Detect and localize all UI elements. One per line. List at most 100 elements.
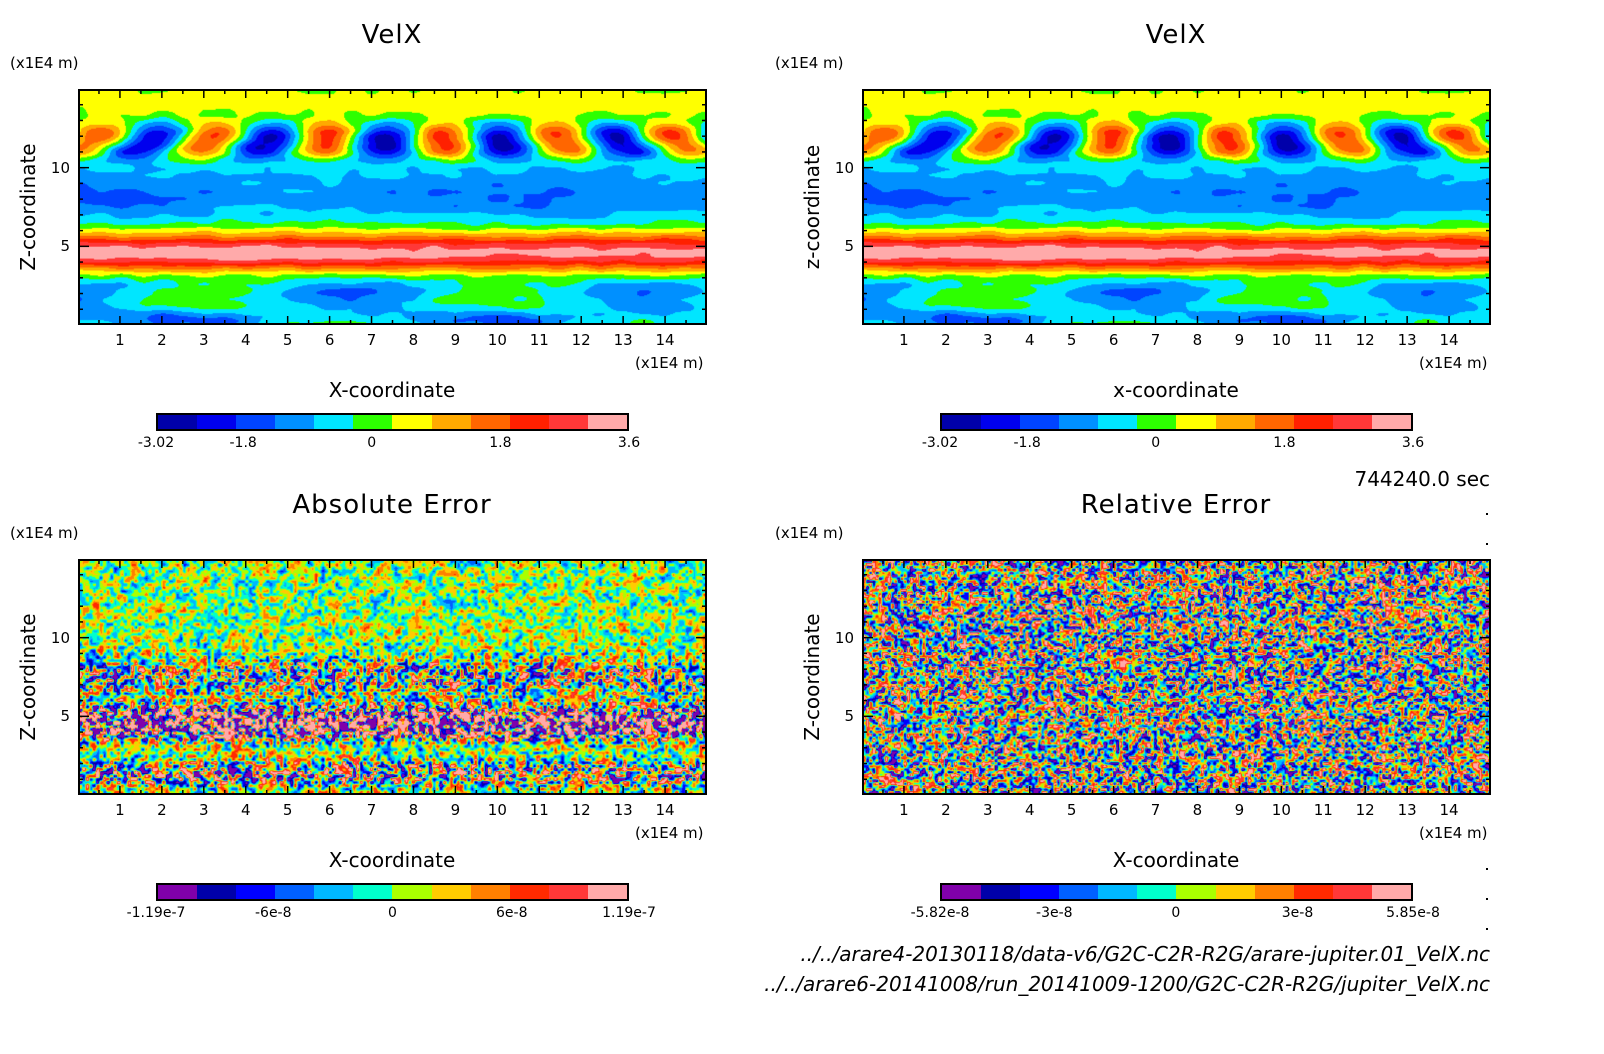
- colorbar-tick-label: 0: [1171, 905, 1181, 921]
- y-tick-label: 10: [834, 628, 854, 647]
- y-tick-label: 10: [50, 628, 70, 647]
- colorbar-segment: [431, 415, 471, 429]
- colorbar: [940, 883, 1413, 901]
- panel-title: Absolute Error: [292, 490, 492, 520]
- y-axis-label: Z-coordinate: [800, 613, 824, 741]
- colorbar: [940, 413, 1413, 431]
- x-tick-label: 3: [199, 801, 209, 819]
- axis-ticks: [78, 89, 707, 325]
- x-tick-label: 14: [1439, 801, 1459, 819]
- colorbar-segment: [1176, 885, 1216, 899]
- y-tick-label: 5: [60, 707, 70, 726]
- heatmap-plot-area: [862, 89, 1491, 325]
- x-axis-label: X-coordinate: [1112, 848, 1240, 872]
- x-tick-label: 11: [1313, 801, 1333, 819]
- colorbar-segment: [353, 415, 393, 429]
- file-path-2: ../../arare6-20141008/run_20141009-1200/…: [764, 972, 1490, 996]
- colorbar-tick-label: 1.8: [489, 435, 512, 451]
- colorbar-segment: [587, 885, 627, 899]
- panel-title: Relative Error: [1080, 490, 1272, 520]
- colorbar-segment: [509, 885, 549, 899]
- file-path-1: ../../arare4-20130118/data-v6/G2C-C2R-R2…: [800, 942, 1490, 966]
- x-unit-label: (x1E4 m): [1419, 354, 1488, 372]
- colorbar-segment: [392, 415, 432, 429]
- x-axis-label: X-coordinate: [328, 848, 456, 872]
- colorbar-tick-label: 5.85e-8: [1386, 905, 1440, 921]
- x-tick-label: 2: [157, 801, 167, 819]
- margin-dot: [1486, 898, 1488, 900]
- x-tick-label: 7: [1150, 801, 1161, 819]
- panel-title: VelX: [361, 20, 423, 50]
- x-tick-label: 14: [655, 331, 675, 349]
- x-tick-label: 3: [199, 331, 209, 349]
- x-tick-label: 6: [1108, 801, 1119, 819]
- x-tick-label: 12: [571, 801, 591, 819]
- y-unit-label: (x1E4 m): [10, 54, 79, 72]
- x-tick-label: 1: [115, 331, 125, 349]
- y-tick-label: 5: [844, 707, 854, 726]
- x-axis-label: x-coordinate: [1113, 378, 1239, 402]
- x-tick-label: 13: [1397, 801, 1417, 819]
- x-tick-label: 5: [1066, 331, 1077, 349]
- x-tick-label: 12: [1355, 801, 1375, 819]
- y-tick-label: 10: [50, 158, 70, 177]
- y-tick-label: 5: [60, 237, 70, 256]
- colorbar-tick-label: -6e-8: [254, 905, 292, 921]
- x-tick-label: 10: [1271, 331, 1291, 349]
- x-tick-label: 4: [240, 331, 251, 349]
- heatmap-canvas: [864, 91, 1489, 323]
- margin-dot: [1486, 513, 1488, 515]
- colorbar-tick-label: 0: [1151, 435, 1161, 451]
- x-tick-label: 13: [613, 331, 633, 349]
- x-tick-label: 13: [1397, 331, 1417, 349]
- x-tick-label: 6: [324, 331, 335, 349]
- x-tick-label: 5: [282, 801, 293, 819]
- colorbar-segment: [470, 415, 510, 429]
- colorbar-segment: [1176, 415, 1216, 429]
- colorbar-segment: [275, 415, 315, 429]
- colorbar-segment: [470, 885, 510, 899]
- heatmap-canvas: [80, 91, 705, 323]
- y-axis-label: Z-coordinate: [16, 613, 40, 741]
- colorbar-tick-label: 3.6: [617, 435, 641, 451]
- x-tick-label: 8: [1192, 331, 1203, 349]
- margin-dot: [1486, 868, 1488, 870]
- x-tick-label: 5: [1066, 801, 1077, 819]
- x-tick-label: 10: [1271, 801, 1291, 819]
- axis-ticks: [862, 89, 1491, 325]
- colorbar-tick-label: 6e-8: [495, 905, 528, 921]
- colorbar-tick-label: 0: [388, 905, 397, 921]
- colorbar-segment: [1059, 415, 1099, 429]
- x-tick-label: 1: [899, 801, 909, 819]
- x-tick-label: 8: [408, 801, 419, 819]
- colorbar: [156, 413, 629, 431]
- colorbar-segment: [1254, 415, 1294, 429]
- colorbar-tick-label: -5.82e-8: [910, 905, 970, 921]
- colorbar-segment: [509, 415, 549, 429]
- colorbar-segment: [1371, 415, 1411, 429]
- y-tick-label: 5: [844, 237, 854, 256]
- x-tick-label: 5: [282, 331, 293, 349]
- colorbar-segment: [236, 415, 276, 429]
- colorbar-tick-label: 1.19e-7: [602, 905, 656, 921]
- x-tick-label: 7: [1150, 331, 1161, 349]
- colorbar-segment: [1293, 415, 1333, 429]
- colorbar-segment: [1137, 415, 1177, 429]
- colorbar-tick-label: -3.02: [921, 435, 959, 451]
- colorbar-segment: [392, 885, 432, 899]
- colorbar-segment: [197, 885, 237, 899]
- y-unit-label: (x1E4 m): [775, 54, 844, 72]
- time-label: 744240.0 sec: [1354, 467, 1490, 491]
- x-tick-label: 14: [1439, 331, 1459, 349]
- colorbar-segment: [314, 415, 354, 429]
- heatmap-canvas: [80, 561, 705, 793]
- x-tick-label: 7: [366, 331, 377, 349]
- colorbar-segment: [548, 415, 588, 429]
- y-unit-label: (x1E4 m): [10, 524, 79, 542]
- colorbar-segment: [1332, 415, 1372, 429]
- x-tick-label: 3: [983, 801, 993, 819]
- x-tick-label: 2: [941, 801, 951, 819]
- x-tick-label: 9: [1234, 801, 1245, 819]
- colorbar-segment: [353, 885, 393, 899]
- x-tick-label: 4: [1024, 801, 1035, 819]
